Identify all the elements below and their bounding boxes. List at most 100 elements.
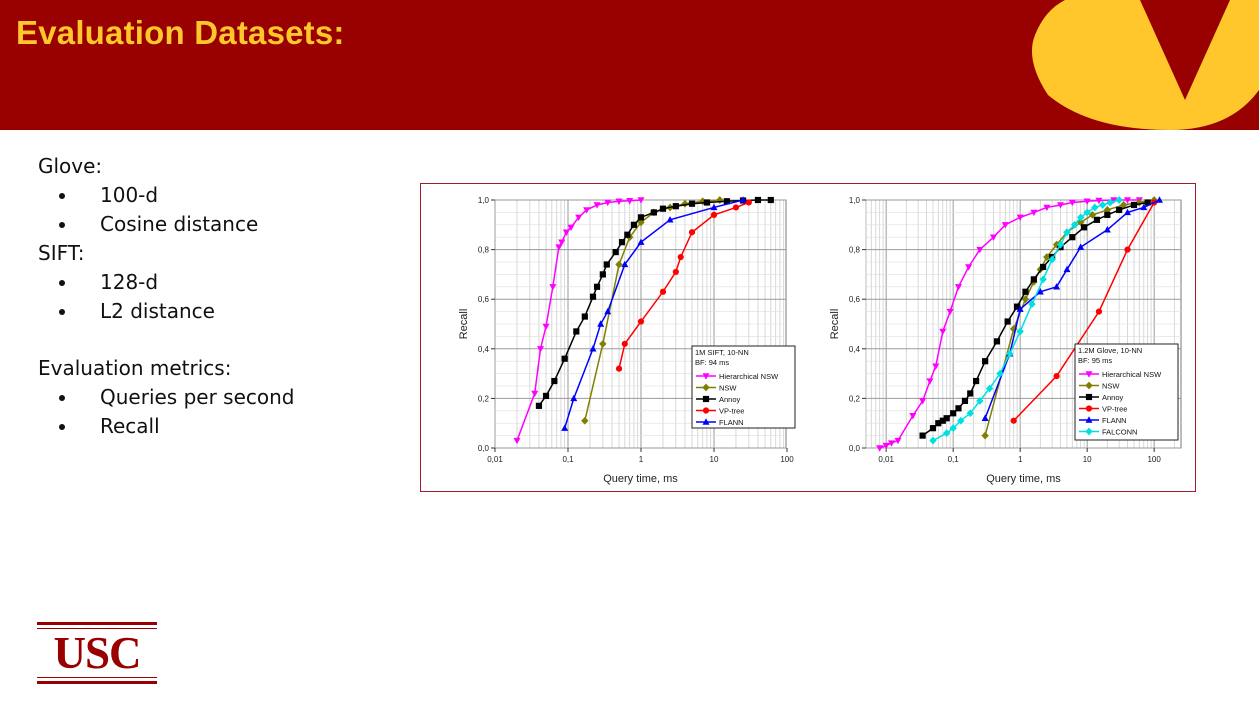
- data-point: [957, 416, 965, 425]
- data-point: [621, 340, 628, 347]
- data-point: [1043, 253, 1051, 261]
- bullet-heading-glove: Glove:: [38, 154, 103, 178]
- data-point: [535, 402, 543, 409]
- data-point: [1155, 196, 1163, 203]
- data-point: [1085, 393, 1093, 401]
- x-tick-label: 1: [1018, 455, 1023, 464]
- x-tick-label: 1: [639, 455, 644, 464]
- data-point: [703, 199, 711, 206]
- data-point: [615, 365, 623, 372]
- data-point: [1103, 226, 1111, 233]
- y-axis-title: Recall: [829, 309, 841, 340]
- data-point: [1016, 214, 1024, 222]
- data-point: [1048, 255, 1056, 264]
- data-point: [1053, 372, 1060, 380]
- data-point: [1124, 197, 1132, 204]
- data-point: [581, 416, 589, 425]
- bullet-dot-icon: [59, 309, 65, 315]
- data-point: [710, 211, 718, 218]
- data-point: [1103, 206, 1112, 214]
- data-point: [1095, 308, 1103, 315]
- data-point: [939, 328, 947, 336]
- x-tick-label: 0,1: [948, 455, 960, 464]
- legend-label: Annoy: [719, 395, 741, 404]
- data-point: [1110, 197, 1118, 204]
- data-point: [562, 229, 570, 236]
- data-point: [932, 363, 940, 370]
- x-tick-label: 10: [710, 455, 719, 464]
- data-point: [650, 209, 657, 216]
- logo-rule: [37, 677, 157, 678]
- data-point: [882, 442, 890, 450]
- bullet-item: Cosine distance: [38, 210, 398, 239]
- bullet-text: L2 distance: [100, 299, 215, 323]
- usc-logo-text: USC: [53, 628, 141, 678]
- data-point: [570, 394, 578, 402]
- data-point: [919, 432, 926, 439]
- y-tick-label: 1,0: [478, 196, 490, 205]
- data-point: [1043, 204, 1051, 212]
- data-point: [1085, 405, 1093, 412]
- logo-rule: [37, 681, 157, 684]
- data-point: [659, 205, 667, 212]
- data-point: [1030, 209, 1038, 217]
- data-point: [985, 384, 994, 393]
- data-point: [990, 234, 998, 241]
- data-point: [597, 320, 605, 327]
- bullet-text: 100-d: [100, 183, 159, 207]
- data-point: [1014, 303, 1021, 310]
- data-point: [993, 338, 1001, 345]
- data-point: [637, 238, 645, 245]
- data-point: [1068, 199, 1076, 207]
- data-point: [589, 293, 597, 300]
- legend-title: 1.2M Glove, 10-NN: [1078, 346, 1142, 355]
- data-point: [1124, 246, 1131, 253]
- bullet-dot-icon: [59, 280, 65, 286]
- v-logo-mark: [1031, 0, 1259, 130]
- data-point: [1039, 275, 1047, 284]
- data-point: [618, 239, 626, 246]
- data-point: [626, 198, 634, 205]
- legend-label: NSW: [1102, 382, 1120, 391]
- data-point: [929, 425, 937, 432]
- data-point: [967, 390, 974, 397]
- data-point: [702, 418, 710, 425]
- legend-label: FLANN: [1102, 416, 1127, 425]
- data-point: [926, 378, 934, 385]
- y-axis-title: Recall: [458, 309, 470, 340]
- series-group: [513, 196, 774, 445]
- data-point: [672, 268, 679, 276]
- data-point: [1085, 427, 1093, 436]
- y-tick-label: 0,6: [849, 295, 861, 304]
- x-tick-label: 0,1: [562, 455, 574, 464]
- data-point: [1063, 228, 1071, 237]
- data-point: [739, 196, 747, 203]
- data-point: [1021, 295, 1030, 304]
- data-point: [637, 197, 645, 204]
- legend-label: Hierarchical NSW: [1102, 370, 1162, 379]
- data-point: [593, 283, 601, 290]
- data-point: [1016, 327, 1024, 336]
- data-point: [1104, 211, 1111, 218]
- data-point: [1022, 288, 1029, 295]
- data-point: [604, 307, 612, 315]
- legend-title: BF: 95 ms: [1078, 356, 1112, 365]
- data-point: [573, 328, 580, 335]
- data-point: [1004, 318, 1011, 325]
- data-point: [1063, 265, 1071, 273]
- data-point: [561, 355, 568, 362]
- data-point: [935, 420, 942, 427]
- data-point: [589, 345, 597, 352]
- data-point: [966, 409, 974, 418]
- data-point: [1093, 216, 1101, 223]
- data-point: [1115, 196, 1123, 204]
- legend-label: Hierarchical NSW: [719, 372, 779, 381]
- x-tick-label: 10: [1083, 455, 1092, 464]
- data-point: [1085, 416, 1093, 423]
- data-point: [581, 313, 588, 320]
- data-point: [542, 392, 550, 400]
- data-point: [1056, 240, 1065, 249]
- legend-label: VP-tree: [1102, 405, 1127, 414]
